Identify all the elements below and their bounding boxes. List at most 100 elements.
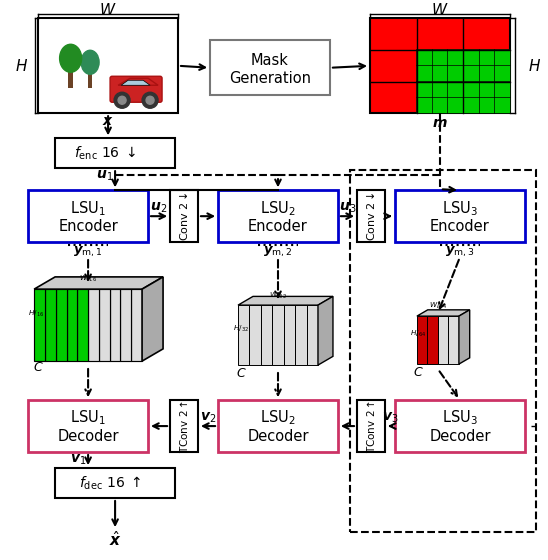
Text: TConv 2$\uparrow$: TConv 2$\uparrow$: [365, 399, 377, 452]
Text: Decoder: Decoder: [429, 428, 490, 444]
Text: $^{W/_{32}}$: $^{W/_{32}}$: [269, 292, 287, 302]
Text: $\boldsymbol{v}_3$: $\boldsymbol{v}_3$: [381, 411, 398, 425]
Text: $W$: $W$: [431, 2, 449, 18]
Bar: [88, 72, 92, 88]
Bar: [357, 400, 385, 452]
Bar: [210, 40, 330, 95]
Text: $\boldsymbol{u}_2$: $\boldsymbol{u}_2$: [151, 201, 168, 216]
Polygon shape: [132, 289, 142, 361]
Text: $C$: $C$: [236, 367, 247, 380]
Bar: [218, 190, 338, 242]
Text: $f_{\mathrm{enc}}$ 16 $\downarrow$: $f_{\mathrm{enc}}$ 16 $\downarrow$: [74, 144, 136, 162]
Text: Encoder: Encoder: [430, 218, 490, 234]
Text: $\boldsymbol{u}_3$: $\boldsymbol{u}_3$: [339, 201, 356, 216]
Polygon shape: [142, 277, 163, 361]
Text: Decoder: Decoder: [247, 428, 309, 444]
Polygon shape: [417, 316, 427, 364]
Bar: [395, 400, 525, 452]
Text: $\hat{\boldsymbol{x}}$: $\hat{\boldsymbol{x}}$: [109, 530, 122, 549]
Circle shape: [142, 92, 158, 108]
Text: $^{H/_{32}}$: $^{H/_{32}}$: [233, 325, 249, 335]
Text: $\boldsymbol{u}_1$: $\boldsymbol{u}_1$: [96, 169, 114, 184]
Text: $\boldsymbol{y}_{\mathrm{m},3}$: $\boldsymbol{y}_{\mathrm{m},3}$: [445, 245, 475, 259]
Polygon shape: [121, 289, 132, 361]
Polygon shape: [427, 316, 438, 364]
Polygon shape: [272, 305, 284, 365]
Text: Decoder: Decoder: [58, 428, 119, 444]
FancyBboxPatch shape: [110, 76, 162, 102]
Text: Conv 2$\downarrow$: Conv 2$\downarrow$: [178, 191, 190, 241]
Text: $\mathrm{LSU}_2$: $\mathrm{LSU}_2$: [260, 199, 296, 217]
Polygon shape: [88, 289, 99, 361]
Polygon shape: [118, 78, 158, 85]
Text: $\boldsymbol{m}$: $\boldsymbol{m}$: [432, 116, 448, 130]
Bar: [55, 138, 175, 168]
Text: $C$: $C$: [33, 361, 44, 374]
Text: $^{H/_{16}}$: $^{H/_{16}}$: [28, 310, 44, 320]
Bar: [357, 190, 385, 242]
Text: $\boldsymbol{v}_2$: $\boldsymbol{v}_2$: [200, 411, 216, 425]
Ellipse shape: [81, 50, 99, 74]
Polygon shape: [99, 289, 110, 361]
Bar: [170, 400, 198, 452]
Polygon shape: [45, 289, 56, 361]
Polygon shape: [110, 289, 121, 361]
Text: $\boldsymbol{y}_{\mathrm{m},2}$: $\boldsymbol{y}_{\mathrm{m},2}$: [263, 245, 293, 259]
Text: $\mathrm{LSU}_3$: $\mathrm{LSU}_3$: [442, 409, 478, 427]
Text: $^{W/_{16}}$: $^{W/_{16}}$: [79, 275, 97, 285]
Circle shape: [118, 96, 126, 104]
Polygon shape: [417, 310, 470, 316]
Text: Mask: Mask: [251, 53, 289, 68]
Polygon shape: [318, 296, 333, 365]
Polygon shape: [295, 305, 306, 365]
Text: $\boldsymbol{y}_{\mathrm{m},1}$: $\boldsymbol{y}_{\mathrm{m},1}$: [73, 245, 103, 259]
Bar: [370, 18, 510, 113]
Text: $\mathrm{LSU}_3$: $\mathrm{LSU}_3$: [442, 199, 478, 217]
Bar: [38, 18, 178, 113]
Polygon shape: [238, 296, 333, 305]
Text: $H$: $H$: [15, 58, 28, 74]
Text: Encoder: Encoder: [248, 218, 308, 234]
Text: $\mathrm{LSU}_2$: $\mathrm{LSU}_2$: [260, 409, 296, 427]
Polygon shape: [284, 305, 295, 365]
Ellipse shape: [60, 44, 82, 72]
Polygon shape: [34, 289, 45, 361]
Polygon shape: [459, 310, 470, 364]
Circle shape: [146, 96, 154, 104]
Polygon shape: [56, 289, 66, 361]
Polygon shape: [34, 277, 163, 289]
Bar: [170, 190, 198, 242]
Text: $\mathrm{LSU}_1$: $\mathrm{LSU}_1$: [70, 199, 106, 217]
Text: $^{H/_{64}}$: $^{H/_{64}}$: [410, 330, 426, 340]
Polygon shape: [77, 289, 88, 361]
Circle shape: [114, 92, 130, 108]
Polygon shape: [66, 289, 77, 361]
Polygon shape: [121, 80, 150, 85]
Text: $C$: $C$: [413, 366, 424, 379]
Text: $f_{\mathrm{dec}}$ 16 $\uparrow$: $f_{\mathrm{dec}}$ 16 $\uparrow$: [79, 474, 141, 492]
Bar: [218, 400, 338, 452]
Bar: [28, 400, 148, 452]
Text: Conv 2$\downarrow$: Conv 2$\downarrow$: [365, 191, 377, 241]
Bar: [68, 68, 73, 88]
Text: $\boldsymbol{x}$: $\boldsymbol{x}$: [102, 114, 114, 128]
Bar: [28, 190, 148, 242]
Polygon shape: [261, 305, 272, 365]
Polygon shape: [306, 305, 318, 365]
Text: $\mathrm{LSU}_1$: $\mathrm{LSU}_1$: [70, 409, 106, 427]
Bar: [55, 468, 175, 498]
Polygon shape: [438, 316, 448, 364]
Bar: [416, 49, 510, 113]
Text: Encoder: Encoder: [58, 218, 118, 234]
Text: $H$: $H$: [528, 58, 541, 74]
Bar: [395, 190, 525, 242]
Text: $^{W/_{64}}$: $^{W/_{64}}$: [429, 302, 447, 312]
Text: $W$: $W$: [99, 2, 117, 18]
Text: Generation: Generation: [229, 71, 311, 86]
Text: TConv 2$\uparrow$: TConv 2$\uparrow$: [178, 399, 190, 452]
Bar: [350, 170, 536, 532]
Polygon shape: [448, 316, 459, 364]
Polygon shape: [249, 305, 261, 365]
Text: $\boldsymbol{v}_1$: $\boldsymbol{v}_1$: [70, 453, 87, 467]
Polygon shape: [238, 305, 249, 365]
